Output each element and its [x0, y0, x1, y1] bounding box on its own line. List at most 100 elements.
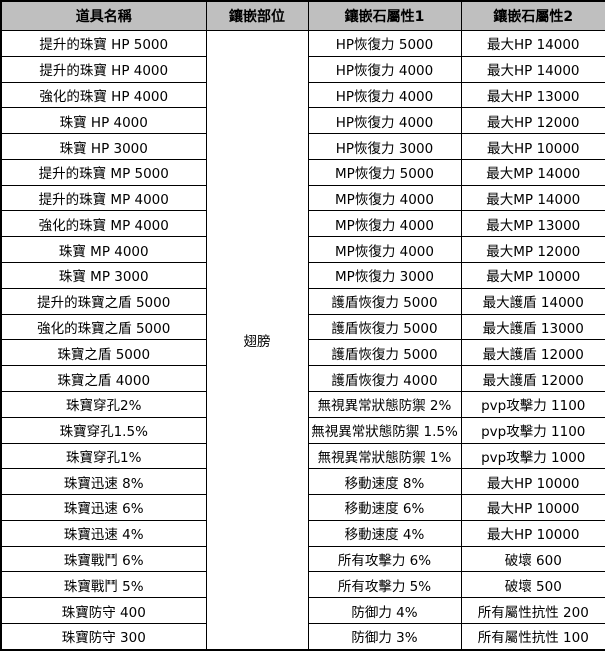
table-row: 珠寶防守 400 防御力 4% 所有屬性抗性 200	[0, 597, 605, 624]
stone-attr1-cell: 防御力 4%	[307, 597, 462, 624]
item-name-cell: 強化的珠寶 HP 4000	[0, 81, 207, 109]
column-header-stone-attr1: 鑲嵌石屬性1	[307, 0, 462, 31]
stone-attr1-cell: 護盾恢復力 5000	[307, 339, 462, 367]
table-row: 珠寶穿孔1.5% 無視異常狀態防禦 1.5% pvp攻擊力 1100	[0, 416, 605, 444]
stone-attr1-cell: 移動速度 4%	[307, 519, 462, 547]
stone-attr1-cell: MP恢復力 4000	[307, 184, 462, 212]
column-header-stone-attr2: 鑲嵌石屬性2	[460, 0, 605, 31]
table-body: 提升的珠寶 HP 5000 翅膀 HP恢復力 5000 最大HP 14000 提升的珠寶…	[0, 30, 605, 651]
stone-attr1-cell: 無視異常狀態防禦 2%	[307, 390, 462, 418]
stone-attr1-cell: MP恢復力 4000	[307, 210, 462, 238]
stone-attr1-cell: 防御力 3%	[307, 622, 462, 651]
table-row: 提升的珠寶 HP 5000 翅膀 HP恢復力 5000 最大HP 14000	[0, 30, 605, 651]
table-row: 提升的珠寶 HP 4000 HP恢復力 4000 最大HP 14000	[0, 55, 605, 83]
stone-attr2-cell: 最大護盾 12000	[460, 365, 605, 392]
table-row: 珠寶之盾 5000 護盾恢復力 5000 最大護盾 12000	[0, 339, 605, 367]
stone-attr2-cell: 最大MP 10000	[460, 262, 605, 289]
table-row: 強化的珠寶 MP 4000 MP恢復力 4000 最大MP 13000	[0, 210, 605, 238]
stone-attr2-cell: 最大HP 14000	[460, 30, 605, 57]
stone-attr2-cell: 最大HP 13000	[460, 81, 605, 109]
stone-attr2-cell: 所有屬性抗性 200	[460, 597, 605, 624]
stone-attr1-cell: HP恢復力 4000	[307, 81, 462, 109]
table-row: 珠寶 MP 3000 MP恢復力 3000 最大MP 10000	[0, 262, 605, 289]
stone-attr1-cell: 護盾恢復力 5000	[307, 287, 462, 315]
stone-attr1-cell: 所有攻擊力 6%	[307, 545, 462, 573]
item-name-cell: 珠寶穿孔1%	[0, 442, 207, 470]
stone-attr2-cell: 最大HP 10000	[460, 468, 605, 496]
stone-attr2-cell: 最大HP 12000	[460, 107, 605, 135]
table-row: 珠寶 HP 4000 HP恢復力 4000 最大HP 12000	[0, 107, 605, 135]
stone-attr2-cell: 最大HP 10000	[460, 519, 605, 547]
table-row: 珠寶穿孔2% 無視異常狀態防禦 2% pvp攻擊力 1100	[0, 390, 605, 418]
item-name-cell: 珠寶之盾 4000	[0, 365, 207, 392]
item-name-cell: 提升的珠寶 MP 5000	[0, 158, 207, 186]
stone-attr1-cell: 無視異常狀態防禦 1.5%	[307, 416, 462, 444]
item-name-cell: 珠寶 HP 4000	[0, 107, 207, 135]
stone-attr1-cell: HP恢復力 5000	[307, 30, 462, 57]
table-row: 珠寶迅速 4% 移動速度 4% 最大HP 10000	[0, 519, 605, 547]
stone-attr2-cell: pvp攻擊力 1100	[460, 390, 605, 418]
stone-attr1-cell: 所有攻擊力 5%	[307, 571, 462, 599]
item-name-cell: 珠寶 HP 3000	[0, 133, 207, 160]
item-name-cell: 提升的珠寶 HP 4000	[0, 55, 207, 83]
item-name-cell: 珠寶迅速 4%	[0, 519, 207, 547]
table-row: 珠寶防守 300 防御力 3% 所有屬性抗性 100	[0, 622, 605, 651]
stone-attr1-cell: MP恢復力 4000	[307, 236, 462, 264]
stone-attr1-cell: 移動速度 6%	[307, 494, 462, 521]
stone-attr1-cell: MP恢復力 5000	[307, 158, 462, 186]
item-name-cell: 珠寶 MP 4000	[0, 236, 207, 264]
table-row: 珠寶 HP 3000 HP恢復力 3000 最大HP 10000	[0, 133, 605, 160]
item-name-cell: 珠寶穿孔1.5%	[0, 416, 207, 444]
table-row: 提升的珠寶 MP 4000 MP恢復力 4000 最大MP 14000	[0, 184, 605, 212]
stone-attr2-cell: 破壞 600	[460, 545, 605, 573]
stone-attr2-cell: 最大護盾 14000	[460, 287, 605, 315]
inlay-slot-merged-cell: 翅膀	[205, 30, 309, 651]
stone-attr1-cell: 護盾恢復力 5000	[307, 313, 462, 341]
item-name-cell: 珠寶防守 300	[0, 622, 207, 651]
stone-attr2-cell: 最大MP 14000	[460, 158, 605, 186]
table-row: 珠寶迅速 6% 移動速度 6% 最大HP 10000	[0, 494, 605, 521]
table-row: 珠寶戰鬥 6% 所有攻擊力 6% 破壞 600	[0, 545, 605, 573]
item-name-cell: 強化的珠寶之盾 5000	[0, 313, 207, 341]
stone-attr2-cell: 最大MP 14000	[460, 184, 605, 212]
item-name-cell: 珠寶穿孔2%	[0, 390, 207, 418]
stone-attr2-cell: 最大HP 10000	[460, 494, 605, 521]
item-name-cell: 提升的珠寶 MP 4000	[0, 184, 207, 212]
table-row: 提升的珠寶之盾 5000 護盾恢復力 5000 最大護盾 14000	[0, 287, 605, 315]
stone-attr1-cell: HP恢復力 3000	[307, 133, 462, 160]
table-row: 珠寶 MP 4000 MP恢復力 4000 最大MP 12000	[0, 236, 605, 264]
stone-attr1-cell: MP恢復力 3000	[307, 262, 462, 289]
item-name-cell: 提升的珠寶之盾 5000	[0, 287, 207, 315]
stone-attr2-cell: 最大MP 12000	[460, 236, 605, 264]
header-row: 道具名稱 鑲嵌部位 鑲嵌石屬性1 鑲嵌石屬性2	[0, 0, 605, 31]
stone-attr2-cell: 最大護盾 13000	[460, 313, 605, 341]
column-header-item-name: 道具名稱	[0, 0, 207, 31]
stone-attr2-cell: 最大護盾 12000	[460, 339, 605, 367]
stone-attr1-cell: 無視異常狀態防禦 1%	[307, 442, 462, 470]
table-row: 珠寶之盾 4000 護盾恢復力 4000 最大護盾 12000	[0, 365, 605, 392]
stone-attr2-cell: 最大HP 10000	[460, 133, 605, 160]
stone-attr2-cell: 最大MP 13000	[460, 210, 605, 238]
table-row: 珠寶穿孔1% 無視異常狀態防禦 1% pvp攻擊力 1000	[0, 442, 605, 470]
stone-attr2-cell: pvp攻擊力 1000	[460, 442, 605, 470]
stone-attr1-cell: HP恢復力 4000	[307, 55, 462, 83]
item-name-cell: 珠寶之盾 5000	[0, 339, 207, 367]
column-header-inlay-slot: 鑲嵌部位	[205, 0, 309, 31]
stone-attr1-cell: 護盾恢復力 4000	[307, 365, 462, 392]
stone-attr2-cell: 所有屬性抗性 100	[460, 622, 605, 651]
stone-attr2-cell: 破壞 500	[460, 571, 605, 599]
table-row: 強化的珠寶之盾 5000 護盾恢復力 5000 最大護盾 13000	[0, 313, 605, 341]
item-name-cell: 珠寶迅速 8%	[0, 468, 207, 496]
stone-attr1-cell: HP恢復力 4000	[307, 107, 462, 135]
stone-attr1-cell: 移動速度 8%	[307, 468, 462, 496]
stone-attr2-cell: 最大HP 14000	[460, 55, 605, 83]
stone-attr2-cell: pvp攻擊力 1100	[460, 416, 605, 444]
item-name-cell: 珠寶迅速 6%	[0, 494, 207, 521]
item-name-cell: 強化的珠寶 MP 4000	[0, 210, 207, 238]
item-name-cell: 珠寶戰鬥 6%	[0, 545, 207, 573]
item-name-cell: 珠寶戰鬥 5%	[0, 571, 207, 599]
item-name-cell: 珠寶防守 400	[0, 597, 207, 624]
item-name-cell: 提升的珠寶 HP 5000	[0, 30, 207, 57]
item-name-cell: 珠寶 MP 3000	[0, 262, 207, 289]
